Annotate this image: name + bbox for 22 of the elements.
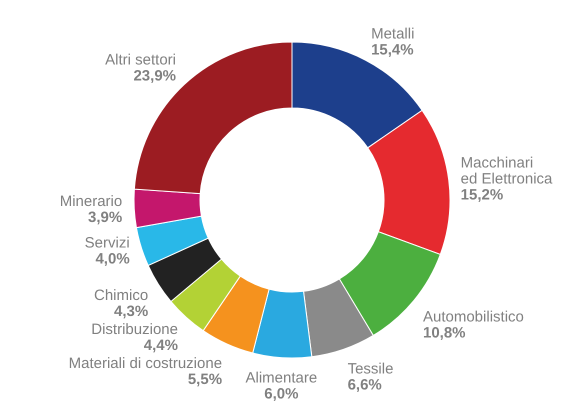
slice-label: Altri settori — [105, 52, 176, 69]
slice-label: Automobilistico — [422, 308, 524, 326]
slice-label: Chimico — [94, 286, 148, 304]
data-label: 15,2% — [460, 186, 504, 204]
data-label: 4,4% — [144, 336, 178, 354]
data-label: 23,9% — [133, 68, 176, 85]
data-label: 6,0% — [264, 386, 298, 403]
slice-label: Metalli — [371, 26, 414, 43]
data-label: 5,5% — [188, 370, 222, 388]
slice-label: Alimentare — [245, 370, 318, 387]
data-label: 4,3% — [114, 302, 148, 320]
data-label: 3,9% — [88, 209, 122, 226]
slice-label: Macchinari ed Elettronica — [460, 154, 554, 188]
slice-label: Materiali di costruzione — [68, 354, 222, 372]
slice-label: Tessile — [348, 360, 394, 378]
data-label: 10,8% — [422, 324, 466, 342]
slice-label: Minerario — [60, 193, 122, 210]
data-label: 15,4% — [371, 42, 414, 59]
slice-label: Servizi — [84, 234, 130, 252]
data-label: 4,0% — [95, 250, 130, 268]
data-label: 6,6% — [348, 376, 382, 394]
slice-label: Distribuzione — [91, 320, 178, 338]
